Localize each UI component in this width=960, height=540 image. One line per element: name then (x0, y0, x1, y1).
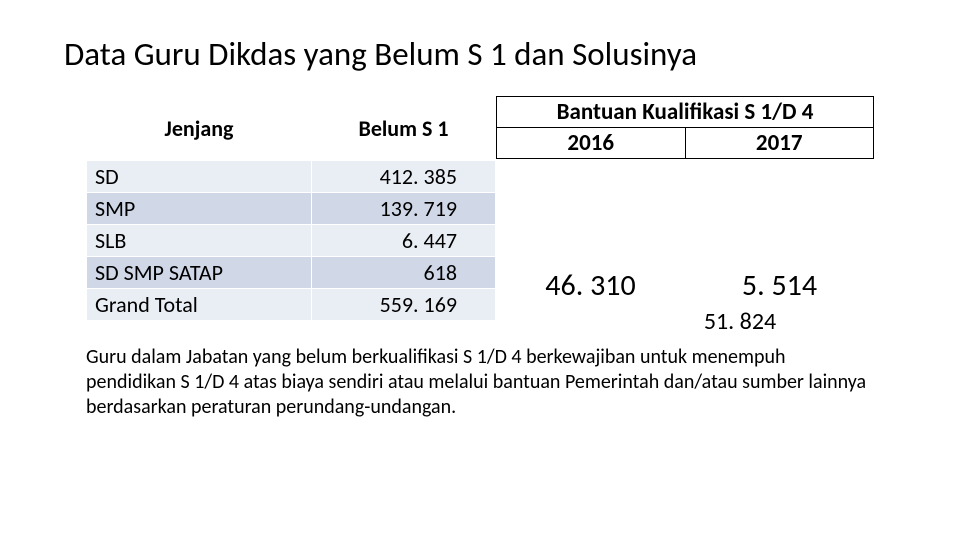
cell-label: SD SMP SATAP (87, 257, 312, 289)
cell-label: SLB (87, 225, 312, 257)
aid-body: 46. 310 5. 514 51. 824 (496, 159, 874, 321)
data-table: Jenjang Belum S 1 SD 412. 385 SMP 139. 7… (86, 96, 496, 321)
cell-value: 412. 385 (312, 161, 496, 193)
cell-value: 559. 169 (312, 289, 496, 321)
col-header-belum: Belum S 1 (312, 97, 496, 161)
cell-label: SMP (87, 193, 312, 225)
table-row: Grand Total 559. 169 (87, 289, 496, 321)
table-row: SMP 139. 719 (87, 193, 496, 225)
aid-year-b: 2017 (686, 128, 874, 158)
aid-header: Bantuan Kualifikasi S 1/D 4 2016 2017 (496, 96, 874, 159)
table-row: SD SMP SATAP 618 (87, 257, 496, 289)
table-row: SD 412. 385 (87, 161, 496, 193)
aid-value-b: 5. 514 (685, 267, 874, 304)
cell-value: 6. 447 (312, 225, 496, 257)
aid-year-a: 2016 (497, 128, 686, 158)
content-area: Jenjang Belum S 1 SD 412. 385 SMP 139. 7… (64, 96, 896, 321)
cell-label: Grand Total (87, 289, 312, 321)
footnote: Guru dalam Jabatan yang belum berkualifi… (64, 345, 896, 420)
aid-header-title: Bantuan Kualifikasi S 1/D 4 (497, 97, 873, 128)
cell-value: 139. 719 (312, 193, 496, 225)
aid-total: 51. 824 (496, 307, 874, 336)
table-row: SLB 6. 447 (87, 225, 496, 257)
page-title: Data Guru Dikdas yang Belum S 1 dan Solu… (64, 34, 896, 74)
cell-label: SD (87, 161, 312, 193)
col-header-jenjang: Jenjang (87, 97, 312, 161)
aid-panel: Bantuan Kualifikasi S 1/D 4 2016 2017 46… (496, 96, 874, 321)
aid-value-a: 46. 310 (496, 267, 685, 304)
cell-value: 618 (312, 257, 496, 289)
